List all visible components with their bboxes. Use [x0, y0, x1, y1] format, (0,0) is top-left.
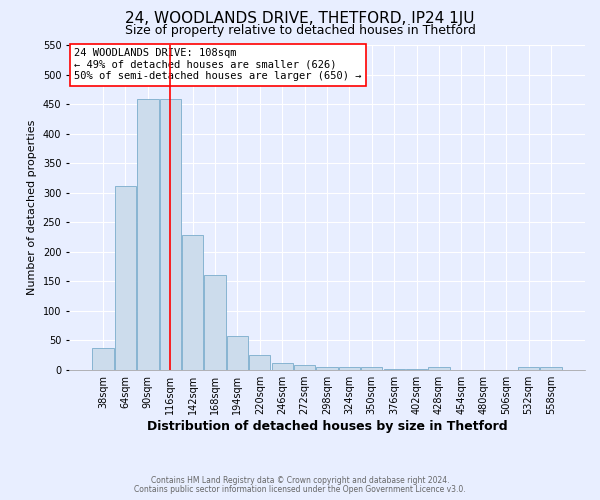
- Bar: [540, 367, 562, 370]
- Bar: [115, 186, 136, 370]
- Bar: [406, 369, 427, 370]
- Bar: [227, 336, 248, 370]
- Bar: [339, 367, 360, 370]
- Text: 24, WOODLANDS DRIVE, THETFORD, IP24 1JU: 24, WOODLANDS DRIVE, THETFORD, IP24 1JU: [125, 11, 475, 26]
- Bar: [316, 367, 338, 370]
- Y-axis label: Number of detached properties: Number of detached properties: [27, 120, 37, 295]
- X-axis label: Distribution of detached houses by size in Thetford: Distribution of detached houses by size …: [146, 420, 508, 433]
- Bar: [272, 363, 293, 370]
- Text: Size of property relative to detached houses in Thetford: Size of property relative to detached ho…: [125, 24, 475, 37]
- Bar: [160, 100, 181, 370]
- Bar: [92, 348, 114, 370]
- Bar: [294, 364, 315, 370]
- Bar: [383, 369, 405, 370]
- Bar: [182, 236, 203, 370]
- Text: Contains public sector information licensed under the Open Government Licence v3: Contains public sector information licen…: [134, 485, 466, 494]
- Bar: [361, 367, 382, 370]
- Bar: [137, 100, 158, 370]
- Text: 24 WOODLANDS DRIVE: 108sqm
← 49% of detached houses are smaller (626)
50% of sem: 24 WOODLANDS DRIVE: 108sqm ← 49% of deta…: [74, 48, 362, 82]
- Text: Contains HM Land Registry data © Crown copyright and database right 2024.: Contains HM Land Registry data © Crown c…: [151, 476, 449, 485]
- Bar: [205, 276, 226, 370]
- Bar: [249, 355, 271, 370]
- Bar: [518, 367, 539, 370]
- Bar: [428, 367, 449, 370]
